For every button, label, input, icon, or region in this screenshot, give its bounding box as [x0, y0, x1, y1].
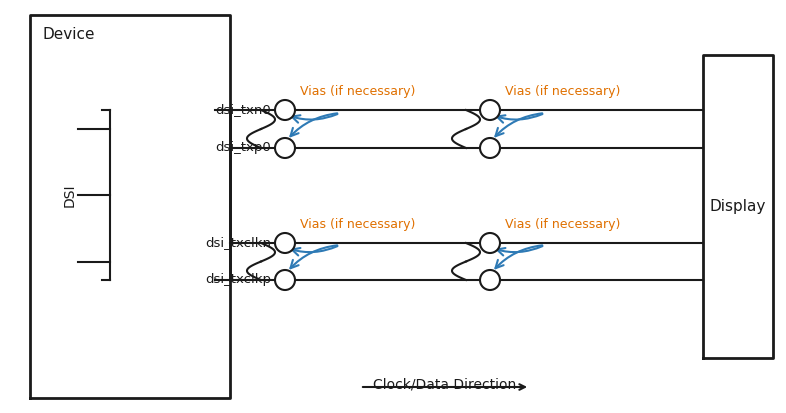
Text: Vias (if necessary): Vias (if necessary) [300, 218, 415, 231]
Circle shape [480, 270, 500, 290]
Circle shape [275, 100, 295, 120]
Text: Vias (if necessary): Vias (if necessary) [505, 85, 620, 98]
Text: dsi_txn0: dsi_txn0 [215, 104, 271, 116]
Circle shape [480, 138, 500, 158]
Text: Vias (if necessary): Vias (if necessary) [300, 85, 415, 98]
Text: dsi_txclkn: dsi_txclkn [205, 237, 271, 249]
Circle shape [275, 233, 295, 253]
Circle shape [480, 100, 500, 120]
Text: Display: Display [710, 199, 766, 214]
Text: Device: Device [42, 27, 94, 42]
Circle shape [275, 138, 295, 158]
Circle shape [480, 233, 500, 253]
Text: dsi_txclkp: dsi_txclkp [205, 273, 271, 287]
Text: DSI: DSI [63, 183, 77, 207]
Text: Clock/Data Direction: Clock/Data Direction [373, 378, 516, 392]
Circle shape [275, 270, 295, 290]
Text: Vias (if necessary): Vias (if necessary) [505, 218, 620, 231]
Text: dsi_txp0: dsi_txp0 [215, 142, 271, 154]
